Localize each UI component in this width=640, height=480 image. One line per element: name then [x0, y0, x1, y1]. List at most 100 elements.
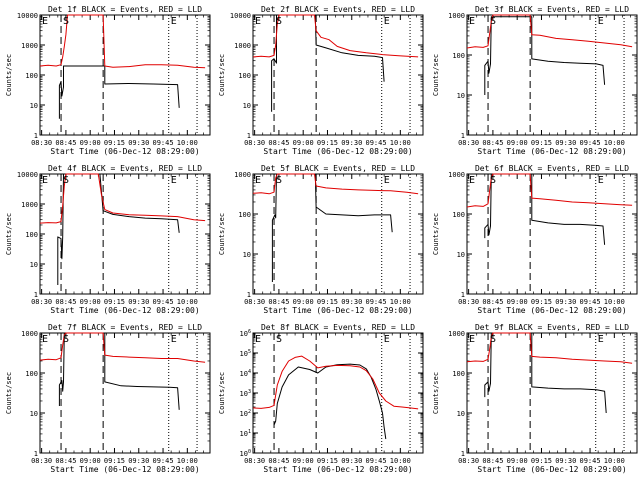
x-tick-label: 08:30: [244, 139, 265, 147]
series-line-events: [273, 363, 387, 440]
series-line-lld: [252, 173, 419, 195]
x-tick-label: 09:30: [128, 457, 149, 465]
panel-det-3: Det 3f BLACK = Events, RED = LLD 1 10 100 10…: [432, 5, 638, 156]
x-tick-label: 08:45: [55, 298, 76, 306]
x-axis-label: Start Time (06-Dec-12 08:29:00): [50, 465, 199, 474]
series-line-lld: [39, 14, 206, 69]
x-tick-label: 08:45: [55, 139, 76, 147]
y-tick-label: 1: [247, 291, 251, 299]
x-axis-label: Start Time (06-Dec-12 08:29:00): [263, 147, 412, 156]
y-axis-label: Counts/sec: [432, 372, 440, 414]
x-tick-label: 09:15: [317, 457, 338, 465]
y-tick-label: 100: [452, 211, 465, 219]
x-tick-label: 09:00: [80, 139, 101, 147]
series-line-lld: [466, 14, 633, 49]
series-line-lld: [466, 173, 633, 208]
y-tick-label: 10: [30, 102, 38, 110]
end-marker: E: [598, 334, 604, 345]
x-tick-label: 09:30: [128, 298, 149, 306]
x-tick-label: 09:45: [366, 139, 387, 147]
end-marker: E: [598, 16, 604, 27]
x-tick-label: 09:45: [580, 139, 601, 147]
panel-det-5: Det 5f BLACK = Events, RED = LLD 1 10 100 10…: [218, 164, 424, 315]
x-tick-label: 08:45: [268, 298, 289, 306]
series-line-lld: [466, 332, 633, 364]
y-tick-exponent: 2: [248, 409, 251, 415]
y-tick-label: 100: [452, 370, 465, 378]
plot-frame: [252, 332, 424, 454]
x-tick-label: 09:45: [366, 298, 387, 306]
end-marker: E: [469, 175, 475, 186]
y-tick-label: 100: [25, 72, 38, 80]
series-line-events: [484, 332, 607, 414]
x-tick-label: 09:45: [580, 457, 601, 465]
start-marker: S: [276, 334, 282, 345]
x-tick-label: 09:15: [531, 298, 552, 306]
x-tick-label: 09:45: [153, 457, 174, 465]
x-tick-label: 08:30: [458, 298, 479, 306]
start-marker: S: [63, 175, 69, 186]
x-tick-label: 09:45: [153, 139, 174, 147]
x-axis-label: Start Time (06-Dec-12 08:29:00): [50, 147, 199, 156]
series-line-lld: [252, 14, 419, 58]
series-line-events: [484, 16, 606, 95]
x-tick-label: 09:15: [317, 298, 338, 306]
panel-title: Det 7f BLACK = Events, RED = LLD: [48, 323, 202, 332]
y-tick-exponent: 5: [248, 349, 251, 355]
x-tick-label: 09:00: [507, 457, 528, 465]
x-tick-label: 10:00: [177, 139, 198, 147]
x-tick-label: 09:00: [507, 298, 528, 306]
x-axis-label: Start Time (06-Dec-12 08:29:00): [477, 465, 626, 474]
x-tick-label: 08:30: [31, 298, 52, 306]
panel-det-7: Det 7f BLACK = Events, RED = LLD 1 10 100 10…: [5, 323, 211, 474]
x-tick-label: 08:30: [244, 457, 265, 465]
end-marker: E: [255, 334, 261, 345]
x-tick-label: 10:00: [604, 139, 625, 147]
x-tick-label: 08:30: [458, 457, 479, 465]
x-tick-label: 09:00: [507, 139, 528, 147]
y-tick-label: 10: [457, 410, 465, 418]
end-marker: E: [42, 334, 48, 345]
x-tick-label: 09:30: [555, 457, 576, 465]
panel-title: Det 1f BLACK = Events, RED = LLD: [48, 5, 202, 14]
x-tick-label: 09:30: [128, 139, 149, 147]
x-axis-label: Start Time (06-Dec-12 08:29:00): [263, 465, 412, 474]
y-tick-label: 100: [238, 211, 251, 219]
y-tick-label: 106: [240, 329, 251, 338]
y-tick-exponent: 6: [248, 329, 251, 335]
panel-title: Det 5f BLACK = Events, RED = LLD: [261, 164, 415, 173]
y-axis-label: Counts/sec: [5, 54, 13, 96]
y-tick-label: 102: [240, 409, 251, 418]
start-marker: S: [276, 16, 282, 27]
end-marker: E: [171, 334, 177, 345]
end-marker: E: [42, 16, 48, 27]
y-axis-label: Counts/sec: [432, 54, 440, 96]
y-tick-label: 1: [34, 132, 38, 140]
panel-title: Det 8f BLACK = Events, RED = LLD: [261, 323, 415, 332]
y-tick-label: 10: [243, 102, 251, 110]
y-tick-exponent: 3: [248, 389, 251, 395]
panel-det-2: Det 2f BLACK = Events, RED = LLD 1 10 100 10…: [218, 5, 424, 156]
x-tick-label: 10:00: [604, 457, 625, 465]
x-axis-label: Start Time (06-Dec-12 08:29:00): [50, 306, 199, 315]
y-tick-label: 10: [30, 261, 38, 269]
end-marker: E: [384, 334, 390, 345]
y-tick-exponent: 1: [248, 429, 251, 435]
panel-title: Det 2f BLACK = Events, RED = LLD: [261, 5, 415, 14]
panel-det-4: Det 4f BLACK = Events, RED = LLD 1 10 100 10…: [5, 164, 211, 315]
x-tick-label: 10:00: [177, 298, 198, 306]
x-tick-label: 09:15: [531, 139, 552, 147]
x-tick-label: 08:45: [482, 298, 503, 306]
plot-frame: [466, 14, 638, 136]
panel-det-8: Det 8f BLACK = Events, RED = LLD10010110…: [218, 323, 424, 474]
panel-title: Det 6f BLACK = Events, RED = LLD: [475, 164, 629, 173]
y-tick-label: 101: [240, 429, 251, 438]
y-tick-label: 103: [240, 389, 251, 398]
y-tick-label: 10000: [230, 12, 251, 20]
x-tick-label: 08:30: [31, 457, 52, 465]
series-line-events: [58, 332, 180, 410]
y-tick-label: 1000: [448, 12, 465, 20]
end-marker: E: [384, 175, 390, 186]
x-tick-label: 09:15: [104, 457, 125, 465]
